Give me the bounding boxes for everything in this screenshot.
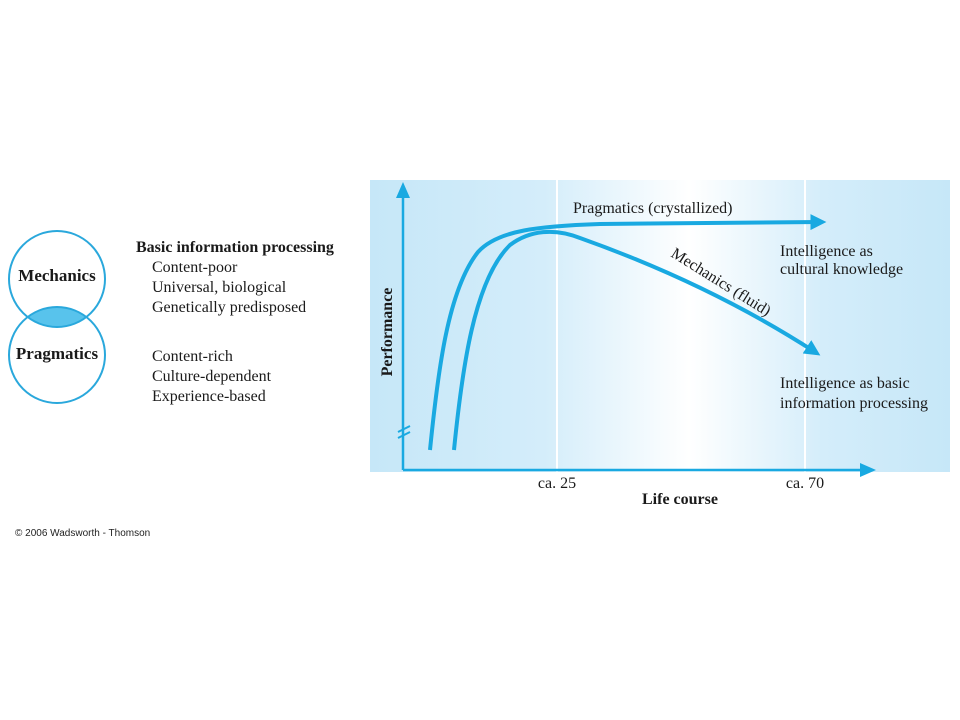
x-tick-ca25: ca. 25 bbox=[538, 475, 576, 492]
mechanics-item: Genetically predisposed bbox=[152, 299, 307, 316]
mechanics-item: Universal, biological bbox=[152, 279, 287, 296]
chart-background bbox=[370, 180, 950, 472]
x-axis-arrowhead bbox=[860, 463, 876, 477]
pragmatics-item: Culture-dependent bbox=[152, 368, 272, 385]
mechanics-circle bbox=[8, 230, 106, 328]
mechanics-item: Content-poor bbox=[152, 259, 238, 276]
x-tick-ca70: ca. 70 bbox=[786, 475, 824, 492]
axis-break-mark bbox=[397, 425, 411, 439]
mechanics-heading: Basic information processing bbox=[136, 239, 334, 256]
pragmatics-item: Content-rich bbox=[152, 348, 233, 365]
pragmatics-circle bbox=[8, 306, 106, 404]
mechanics-description: Basic information processing Content-poo… bbox=[136, 238, 334, 318]
venn-diagram: Mechanics Pragmatics bbox=[8, 230, 106, 404]
pragmatics-item: Experience-based bbox=[152, 388, 266, 405]
y-axis-label: Performance bbox=[379, 288, 396, 377]
mechanics-label: Mechanics bbox=[18, 266, 96, 285]
pragmatics-curve bbox=[428, 214, 827, 451]
x-axis-label: Life course bbox=[642, 491, 718, 508]
copyright-notice: © 2006 Wadsworth - Thomson bbox=[15, 528, 151, 539]
pragmatics-description: Content-rich Culture-dependent Experienc… bbox=[136, 347, 271, 407]
lifespan-chart: Pragmatics (crystallized) Mechanics (flu… bbox=[370, 180, 950, 508]
mechanics-curve bbox=[452, 229, 821, 451]
mechanics-annotation-line1: Intelligence as basic bbox=[780, 375, 910, 392]
y-axis-arrowhead bbox=[396, 182, 410, 198]
pragmatics-annotation-line2: cultural knowledge bbox=[780, 261, 903, 278]
pragmatics-annotation-line1: Intelligence as bbox=[780, 243, 873, 260]
pragmatics-label: Pragmatics bbox=[16, 344, 99, 363]
pragmatics-series-label: Pragmatics (crystallized) bbox=[573, 200, 733, 217]
mechanics-annotation-line2: information processing bbox=[780, 395, 928, 412]
